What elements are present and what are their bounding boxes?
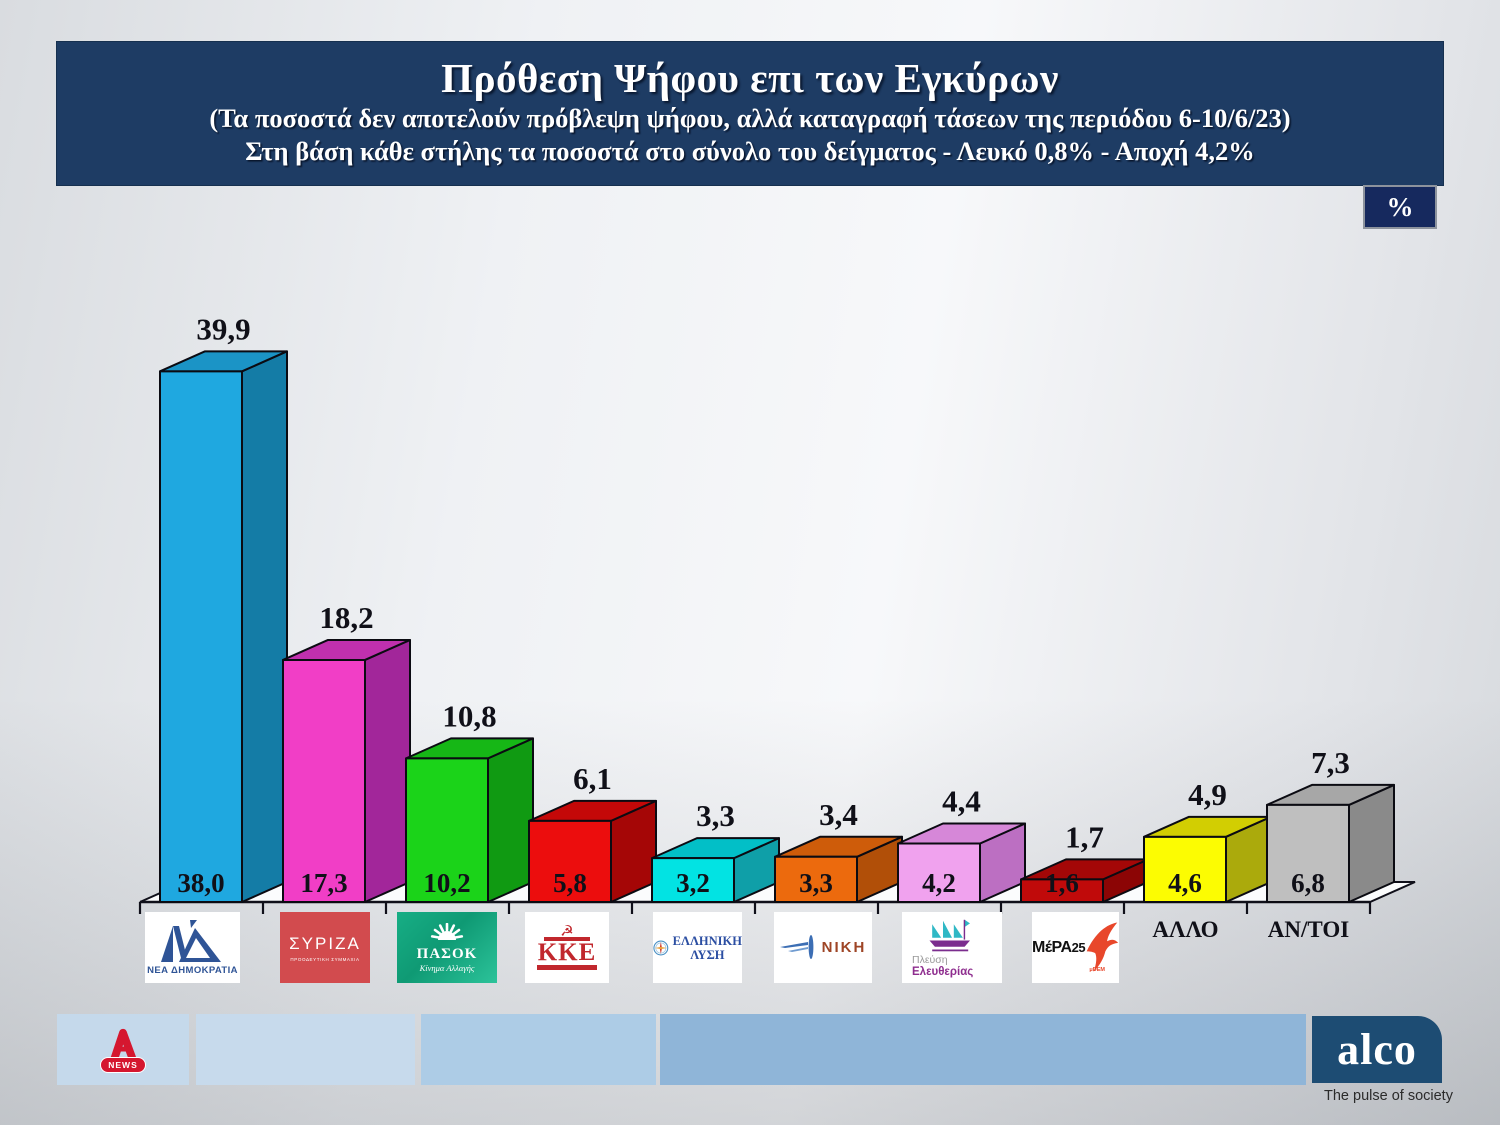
- bar-value-label-sample: 6,8: [1291, 868, 1325, 898]
- bar-value-label-valid: 39,9: [196, 311, 250, 346]
- kke-label: ΚΚΕ: [537, 939, 597, 966]
- bar-value-label-valid: 7,3: [1311, 745, 1350, 780]
- logo-elliniki-lysi: ΕΛΛΗΝΙΚΗ ΛΥΣΗ: [653, 912, 742, 983]
- subtitle-line-2: Στη βάση κάθε στήλης τα ποσοστά στο σύνο…: [245, 136, 1255, 166]
- bar-value-label-sample: 1,6: [1045, 868, 1079, 898]
- footer-box-4: [660, 1014, 1306, 1085]
- elliniki-lysi-line2: ΛΥΣΗ: [690, 947, 725, 962]
- bar-value-label-valid: 18,2: [319, 600, 373, 635]
- niki-emblem-icon: [779, 934, 814, 959]
- page-title: Πρόθεση Ψήφου επι των Εγκύρων: [441, 55, 1059, 101]
- kke-top-bar: [544, 937, 590, 941]
- hammer-sickle-icon: ☭: [560, 922, 574, 940]
- elliniki-lysi-line1: ΕΛΛΗΝΙΚΗ: [672, 933, 742, 948]
- pasok-label: ΠΑΣΟΚ: [416, 945, 478, 962]
- category-label: ΑΝ/ΤΟΙ: [1268, 917, 1349, 942]
- bar-front: [774, 855, 858, 904]
- pasok-sun-icon: [430, 922, 464, 940]
- subtitle-line-1: (Τα ποσοστά δεν αποτελούν πρόβλεψη ψήφου…: [209, 103, 1291, 133]
- syriza-label: ΣΥΡΙΖΑ: [289, 933, 361, 953]
- logo-plefsi-eleftherias: Πλεύση Ελευθερίας: [902, 912, 1002, 983]
- bar-value-label-sample: 3,2: [676, 868, 710, 898]
- footer-alpha-news-box: NEWS: [57, 1014, 189, 1085]
- bar-side: [241, 350, 288, 903]
- mera25-sublabel: μDEM: [1089, 967, 1105, 973]
- swallow-icon: [1086, 922, 1119, 972]
- logo-pasok: ΠΑΣΟΚ Κίνημα Αλλαγής: [397, 912, 497, 983]
- alco-tagline: The pulse of society: [1324, 1088, 1453, 1104]
- bar-front: [1143, 835, 1227, 904]
- bar-value-label-sample: 10,2: [423, 868, 470, 898]
- bar-value-label-valid: 3,4: [819, 797, 858, 832]
- mera25-number: 25: [1071, 940, 1086, 955]
- sailboat-icon: [929, 919, 970, 951]
- bar-front: [528, 819, 612, 903]
- bar-front: [1020, 878, 1104, 904]
- bar-front: [1266, 803, 1350, 903]
- compass-icon: [653, 940, 669, 955]
- bar-value-label-valid: 4,4: [942, 783, 981, 818]
- footer-box-3: [421, 1014, 656, 1085]
- logo-nea-dimokratia: ΝΕΑ ΔΗΜΟΚΡΑΤΙΑ: [145, 912, 240, 983]
- plefsi-label-line2: Ελευθερίας: [912, 965, 974, 978]
- bar-value-label-sample: 17,3: [300, 868, 347, 898]
- plefsi-label-line1: Πλεύση: [912, 953, 948, 966]
- bar-value-label-valid: 1,7: [1065, 819, 1104, 854]
- syriza-sublabel: ΠΡΟΟΔΕΥΤΙΚΗ ΣΥΜΜΑΧΙΑ: [290, 956, 360, 962]
- alco-logo-box: alco: [1312, 1016, 1442, 1083]
- bar-front: [159, 370, 243, 903]
- bar-front: [282, 658, 366, 903]
- elliniki-lysi-label: ΕΛΛΗΝΙΚΗ ΛΥΣΗ: [673, 934, 742, 962]
- bar-value-label-sample: 3,3: [799, 868, 833, 898]
- bar-side: [364, 638, 411, 903]
- bar-front: [651, 857, 735, 903]
- alpha-news-badge: NEWS: [100, 1056, 146, 1073]
- logo-niki: ΝΙΚΗ: [774, 912, 872, 983]
- footer-box-2: [196, 1014, 415, 1085]
- bar-value-label-valid: 3,3: [696, 798, 735, 833]
- mera25-label: ΜέΡΑ: [1032, 938, 1072, 956]
- niki-label: ΝΙΚΗ: [821, 939, 867, 956]
- kke-bottom-bar: [537, 965, 597, 970]
- category-label: ΑΛΛΟ: [1152, 917, 1218, 942]
- bar-value-label-sample: 4,6: [1168, 868, 1202, 898]
- bar-value-label-sample: 4,2: [922, 868, 956, 898]
- bar-front: [405, 757, 489, 903]
- bar-side: [487, 737, 534, 903]
- bar-value-label-valid: 4,9: [1188, 777, 1227, 812]
- pasok-sublabel: Κίνημα Αλλαγής: [419, 962, 475, 973]
- header-band: Πρόθεση Ψήφου επι των Εγκύρων (Τα ποσοστ…: [57, 42, 1443, 185]
- bar-front: [897, 842, 981, 903]
- nd-emblem-icon: [160, 919, 221, 962]
- percent-unit-badge: %: [1363, 185, 1437, 229]
- logo-kke: ☭ ΚΚΕ: [525, 912, 609, 983]
- logo-syriza: ΣΥΡΙΖΑ ΠΡΟΟΔΕΥΤΙΚΗ ΣΥΜΜΑΧΙΑ: [280, 912, 370, 983]
- alco-logo-text: alco: [1337, 1025, 1417, 1074]
- percent-unit-label: %: [1386, 191, 1414, 222]
- alpha-tv-logo-icon: [110, 1028, 136, 1063]
- logo-mera25: ΜέΡΑ 25 μDEM: [1032, 912, 1119, 983]
- bar-value-label-sample: 38,0: [177, 868, 224, 898]
- nd-label: ΝΕΑ ΔΗΜΟΚΡΑΤΙΑ: [147, 964, 238, 976]
- bar-value-label-sample: 5,8: [553, 868, 587, 898]
- bar-value-label-valid: 6,1: [573, 761, 612, 796]
- bar-value-label-valid: 10,8: [442, 698, 496, 733]
